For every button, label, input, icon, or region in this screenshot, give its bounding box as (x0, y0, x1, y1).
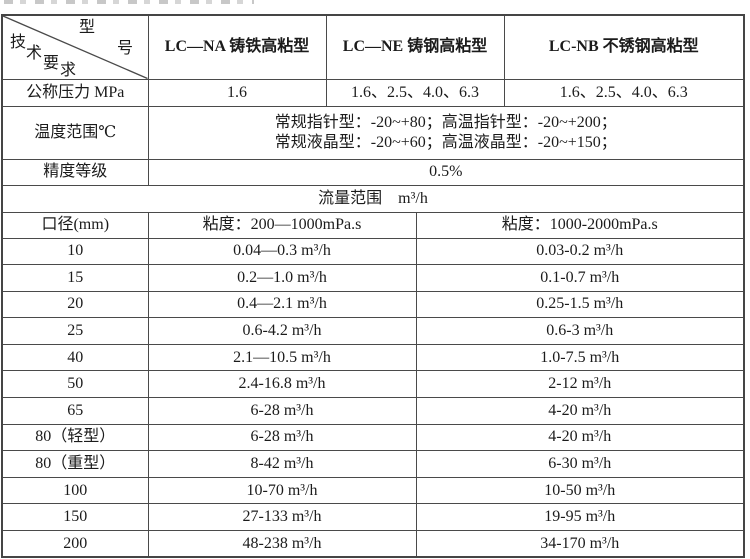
flow-low-cell: 0.04—0.3 m³/h (147, 237, 417, 266)
temperature-line-pointer: 常规指针型：-20~+80；高温指针型：-20~+200； (274, 113, 617, 131)
corner-label-model-char: 型 (79, 19, 96, 36)
diameter-cell: 40 (1, 343, 149, 372)
flow-low-cell: 0.6-4.2 m³/h (147, 317, 417, 345)
temperature-values: 常规指针型：-20~+80；高温指针型：-20~+200； 常规液晶型：-20~… (147, 105, 745, 160)
flow-high-cell: 6-30 m³/h (415, 450, 745, 478)
table-row: 200 48-238 m³/h 34-170 m³/h (1, 530, 745, 558)
pressure-label: 公称压力 MPa (1, 78, 149, 107)
table-row: 80（重型） 8-42 m³/h 6-30 m³/h (1, 450, 745, 478)
corner-label-requirement-char: 技 (10, 34, 27, 51)
flow-low-cell: 0.2—1.0 m³/h (147, 264, 417, 292)
flow-low-cell: 48-238 m³/h (147, 530, 417, 558)
table-row: 65 6-28 m³/h 4-20 m³/h (1, 397, 745, 425)
viscosity-low-header: 粘度：200—1000mPa.s (147, 211, 417, 239)
table-row: 100 10-70 m³/h 10-50 m³/h (1, 476, 745, 505)
table-header-row: 型 号 技 术 要 求 LC—NA 铸铁高粘型 LC—NE 铸钢高粘型 LC-N… (1, 14, 745, 80)
table-row: 50 2.4-16.8 m³/h 2-12 m³/h (1, 370, 745, 399)
flow-high-cell: 1.0-7.5 m³/h (415, 343, 745, 372)
pressure-value-ne: 1.6、2.5、4.0、6.3 (325, 78, 505, 107)
flow-high-cell: 19-95 m³/h (415, 503, 745, 532)
diagonal-line (3, 16, 147, 78)
flow-high-cell: 0.1-0.7 m³/h (415, 264, 745, 292)
diameter-cell: 15 (1, 264, 149, 292)
clipped-text-remnant (4, 0, 254, 4)
flow-high-cell: 4-20 m³/h (415, 397, 745, 425)
corner-label-requirement-char: 要 (43, 55, 60, 72)
diameter-cell: 50 (1, 370, 149, 399)
corner-label-requirement-char: 求 (60, 62, 77, 79)
flow-high-cell: 0.6-3 m³/h (415, 317, 745, 345)
flow-high-cell: 2-12 m³/h (415, 370, 745, 399)
diameter-cell: 25 (1, 317, 149, 345)
pressure-row: 公称压力 MPa 1.6 1.6、2.5、4.0、6.3 1.6、2.5、4.0… (1, 78, 745, 107)
flow-low-cell: 10-70 m³/h (147, 476, 417, 505)
flow-low-cell: 8-42 m³/h (147, 450, 417, 478)
temperature-label: 温度范围℃ (1, 105, 149, 160)
col-header-lc-nb: LC-NB 不锈钢高粘型 (503, 14, 745, 80)
temperature-row: 温度范围℃ 常规指针型：-20~+80；高温指针型：-20~+200； 常规液晶… (1, 105, 745, 160)
flow-low-cell: 0.4—2.1 m³/h (147, 290, 417, 319)
viscosity-high-header: 粘度：1000-2000mPa.s (415, 211, 745, 239)
pressure-value-nb: 1.6、2.5、4.0、6.3 (503, 78, 745, 107)
diameter-cell: 200 (1, 530, 149, 558)
diameter-cell: 80（重型） (1, 450, 149, 478)
table-row: 10 0.04—0.3 m³/h 0.03-0.2 m³/h (1, 237, 745, 266)
diameter-cell: 10 (1, 237, 149, 266)
diameter-cell: 80（轻型） (1, 423, 149, 452)
flow-high-cell: 34-170 m³/h (415, 530, 745, 558)
table-row: 80（轻型） 6-28 m³/h 4-20 m³/h (1, 423, 745, 452)
corner-label-model-char: 号 (117, 40, 134, 57)
flow-low-cell: 27-133 m³/h (147, 503, 417, 532)
flow-low-cell: 2.1—10.5 m³/h (147, 343, 417, 372)
corner-label-requirement-char: 术 (26, 45, 43, 62)
accuracy-row: 精度等级 0.5% (1, 158, 745, 186)
diameter-cell: 20 (1, 290, 149, 319)
flow-range-title-row: 流量范围 m³/h (1, 184, 745, 213)
flow-high-cell: 10-50 m³/h (415, 476, 745, 505)
table-row: 150 27-133 m³/h 19-95 m³/h (1, 503, 745, 532)
diameter-cell: 65 (1, 397, 149, 425)
diameter-header: 口径(mm) (1, 211, 149, 239)
flow-high-cell: 0.03-0.2 m³/h (415, 237, 745, 266)
spec-table: 型 号 技 术 要 求 LC—NA 铸铁高粘型 LC—NE 铸钢高粘型 LC-N… (1, 14, 745, 559)
flow-low-cell: 6-28 m³/h (147, 423, 417, 452)
flow-low-cell: 2.4-16.8 m³/h (147, 370, 417, 399)
flow-low-cell: 6-28 m³/h (147, 397, 417, 425)
col-header-lc-na: LC—NA 铸铁高粘型 (147, 14, 327, 80)
diameter-cell: 150 (1, 503, 149, 532)
accuracy-value: 0.5% (147, 158, 745, 186)
flow-high-cell: 4-20 m³/h (415, 423, 745, 452)
temperature-line-lcd: 常规液晶型：-20~+60；高温液晶型：-20~+150； (274, 133, 617, 151)
table-row: 40 2.1—10.5 m³/h 1.0-7.5 m³/h (1, 343, 745, 372)
table-row: 15 0.2—1.0 m³/h 0.1-0.7 m³/h (1, 264, 745, 292)
flow-high-cell: 0.25-1.5 m³/h (415, 290, 745, 319)
table-row: 25 0.6-4.2 m³/h 0.6-3 m³/h (1, 317, 745, 345)
col-header-lc-ne: LC—NE 铸钢高粘型 (325, 14, 505, 80)
accuracy-label: 精度等级 (1, 158, 149, 186)
flow-range-title: 流量范围 m³/h (1, 184, 745, 213)
pressure-value-na: 1.6 (147, 78, 327, 107)
corner-cell: 型 号 技 术 要 求 (1, 14, 149, 80)
table-row: 20 0.4—2.1 m³/h 0.25-1.5 m³/h (1, 290, 745, 319)
diameter-cell: 100 (1, 476, 149, 505)
viscosity-header-row: 口径(mm) 粘度：200—1000mPa.s 粘度：1000-2000mPa.… (1, 211, 745, 239)
